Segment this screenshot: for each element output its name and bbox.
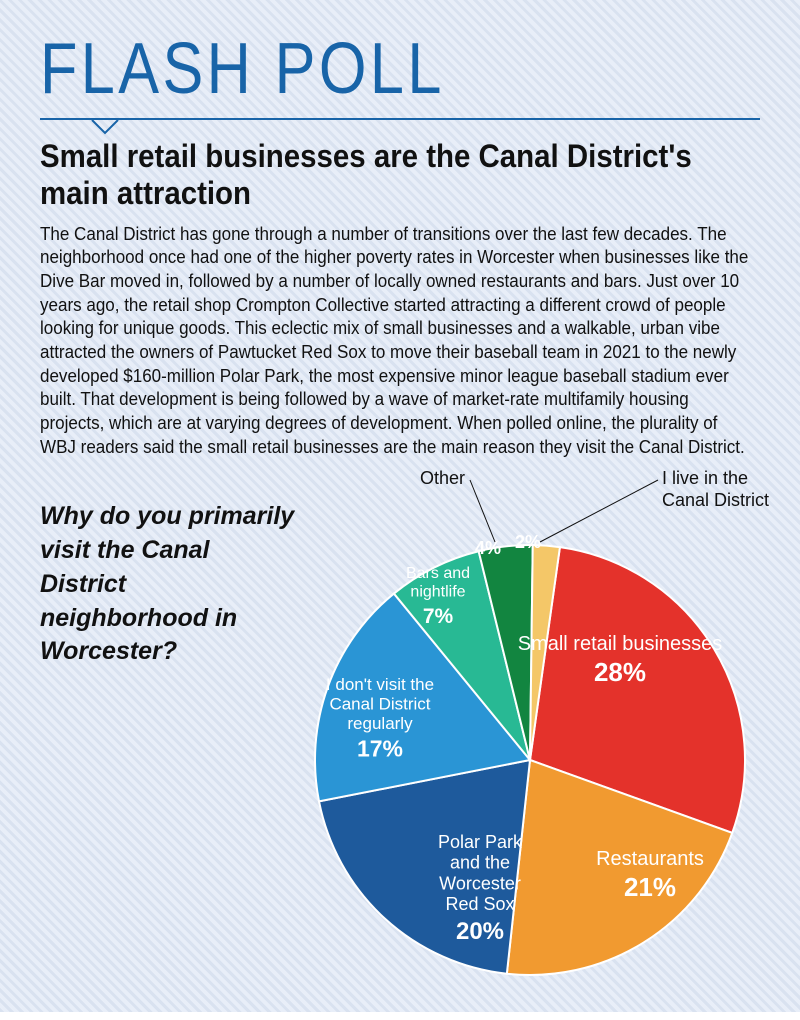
pie-chart-container: Small retail businesses28%Restaurants21%… (270, 470, 770, 990)
section-title: FLASH POLL (40, 28, 652, 110)
divider-caret-icon (90, 118, 120, 136)
chart-section: Why do you primarily visit the Canal Dis… (40, 480, 760, 1000)
slice-percent: 4% (475, 538, 501, 558)
callout-line (470, 480, 495, 542)
divider (40, 118, 760, 120)
content-area: FLASH POLL Small retail businesses are t… (0, 0, 800, 1020)
callout-other: Other (420, 468, 465, 490)
callout-line (540, 480, 658, 542)
poll-question: Why do you primarily visit the Canal Dis… (40, 500, 295, 669)
callout-live: I live in the Canal District (662, 468, 769, 511)
pie-chart: Small retail businesses28%Restaurants21%… (270, 470, 770, 990)
callout-other-label: Other (420, 468, 465, 488)
callout-live-line1: I live in the (662, 468, 769, 490)
divider-line (40, 118, 760, 120)
slice-percent: 2% (515, 532, 541, 552)
headline: Small retail businesses are the Canal Di… (40, 138, 755, 212)
body-paragraph: The Canal District has gone through a nu… (40, 222, 755, 459)
callout-live-line2: Canal District (662, 490, 769, 512)
